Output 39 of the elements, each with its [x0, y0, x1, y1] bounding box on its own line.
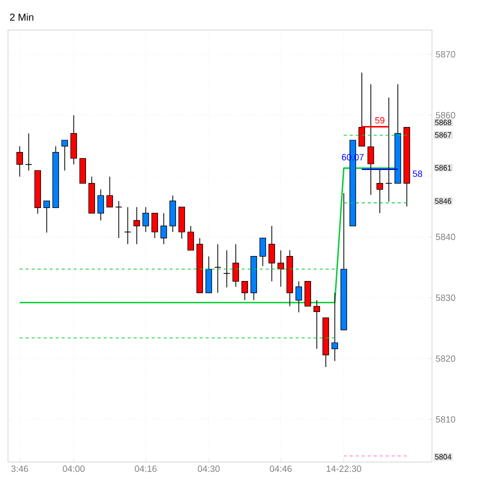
x-tick-label: 04:30 — [198, 466, 220, 472]
candlestick — [268, 226, 276, 282]
y-tick-label: 5860 — [436, 112, 456, 118]
series-label: 58 — [412, 170, 422, 177]
candlestick — [232, 244, 240, 288]
candlestick — [115, 200, 122, 238]
candlestick — [187, 226, 194, 251]
candlestick — [376, 170, 384, 214]
candlestick — [223, 250, 230, 288]
x-tick-label: 3:46 — [11, 466, 28, 472]
candlestick — [296, 280, 302, 313]
y-tick-label: 5870 — [436, 51, 456, 58]
candlestick — [160, 212, 168, 245]
candlestick — [241, 280, 248, 301]
candlestick — [97, 189, 104, 221]
x-tick-label: 04:16 — [134, 466, 157, 472]
x-tick-label: 04:00 — [62, 466, 85, 472]
candlestick — [61, 140, 68, 171]
chart-title: 2 Min — [10, 13, 34, 21]
candlestick — [151, 212, 158, 238]
candlestick — [16, 146, 23, 178]
candlestick — [25, 133, 32, 171]
candlestick — [133, 206, 140, 245]
candlestick — [205, 256, 212, 294]
candlestick — [124, 206, 132, 245]
candlestick — [278, 250, 284, 288]
candlestick — [106, 176, 113, 208]
candlestick — [314, 300, 320, 350]
candlestick — [259, 238, 266, 266]
y-tick-label: 5820 — [436, 355, 456, 362]
y-tick-label: 5810 — [436, 416, 456, 423]
candlestick — [142, 206, 150, 232]
candlestick — [332, 292, 338, 362]
series-label: 59 — [375, 117, 384, 124]
x-tick-label: 14-22:30 — [326, 466, 362, 472]
x-tick-label: 04:46 — [270, 466, 292, 472]
y-tick-label: 5830 — [436, 294, 456, 301]
y-tick-label: 5840 — [436, 234, 456, 240]
candlestick — [43, 200, 50, 234]
